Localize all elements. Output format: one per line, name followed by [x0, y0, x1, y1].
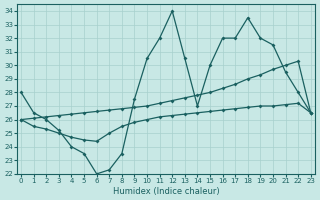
X-axis label: Humidex (Indice chaleur): Humidex (Indice chaleur): [113, 187, 219, 196]
